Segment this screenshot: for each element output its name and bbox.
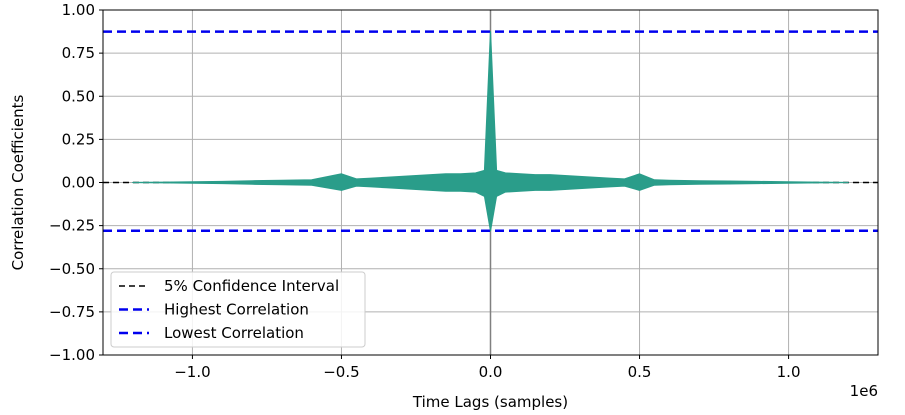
y-tick-label: 0.00	[62, 174, 95, 192]
series-layer	[132, 31, 849, 232]
y-tick-label: 0.50	[62, 87, 95, 105]
x-axis-offset-label: 1e6	[850, 382, 878, 400]
axis-ticks: −1.0 −0.5 0.0 0.5 1.0 1.00 0.75 0.50 0.25 0.00 −0.…	[49, 1, 800, 381]
legend-label: 5% Confidence Interval	[164, 277, 339, 295]
y-tick-label: 0.25	[62, 130, 95, 148]
y-tick-label: −0.25	[49, 217, 95, 235]
x-tick-label: 0.5	[628, 363, 652, 381]
x-tick-label: −0.5	[323, 363, 359, 381]
legend-box	[110, 271, 366, 348]
correlation-series	[132, 31, 849, 232]
y-axis-label: Correlation Coefficients	[9, 94, 27, 270]
legend-items: 5% Confidence Interval Highest Correlatio…	[119, 277, 339, 342]
legend-label: Highest Correlation	[164, 301, 309, 319]
x-tick-label: −1.0	[174, 363, 210, 381]
y-tick-label: −1.00	[49, 346, 95, 364]
y-tick-label: −0.75	[49, 303, 95, 321]
y-tick-label: 1.00	[62, 1, 95, 19]
x-tick-label: 1.0	[777, 363, 801, 381]
y-tick-label: 0.75	[62, 44, 95, 62]
x-tick-label: 0.0	[479, 363, 503, 381]
legend: 5% Confidence Interval Highest Correlatio…	[110, 271, 366, 348]
y-tick-label: −0.50	[49, 260, 95, 278]
x-axis-label: Time Lags (samples)	[412, 393, 568, 411]
legend-label: Lowest Correlation	[164, 324, 304, 342]
